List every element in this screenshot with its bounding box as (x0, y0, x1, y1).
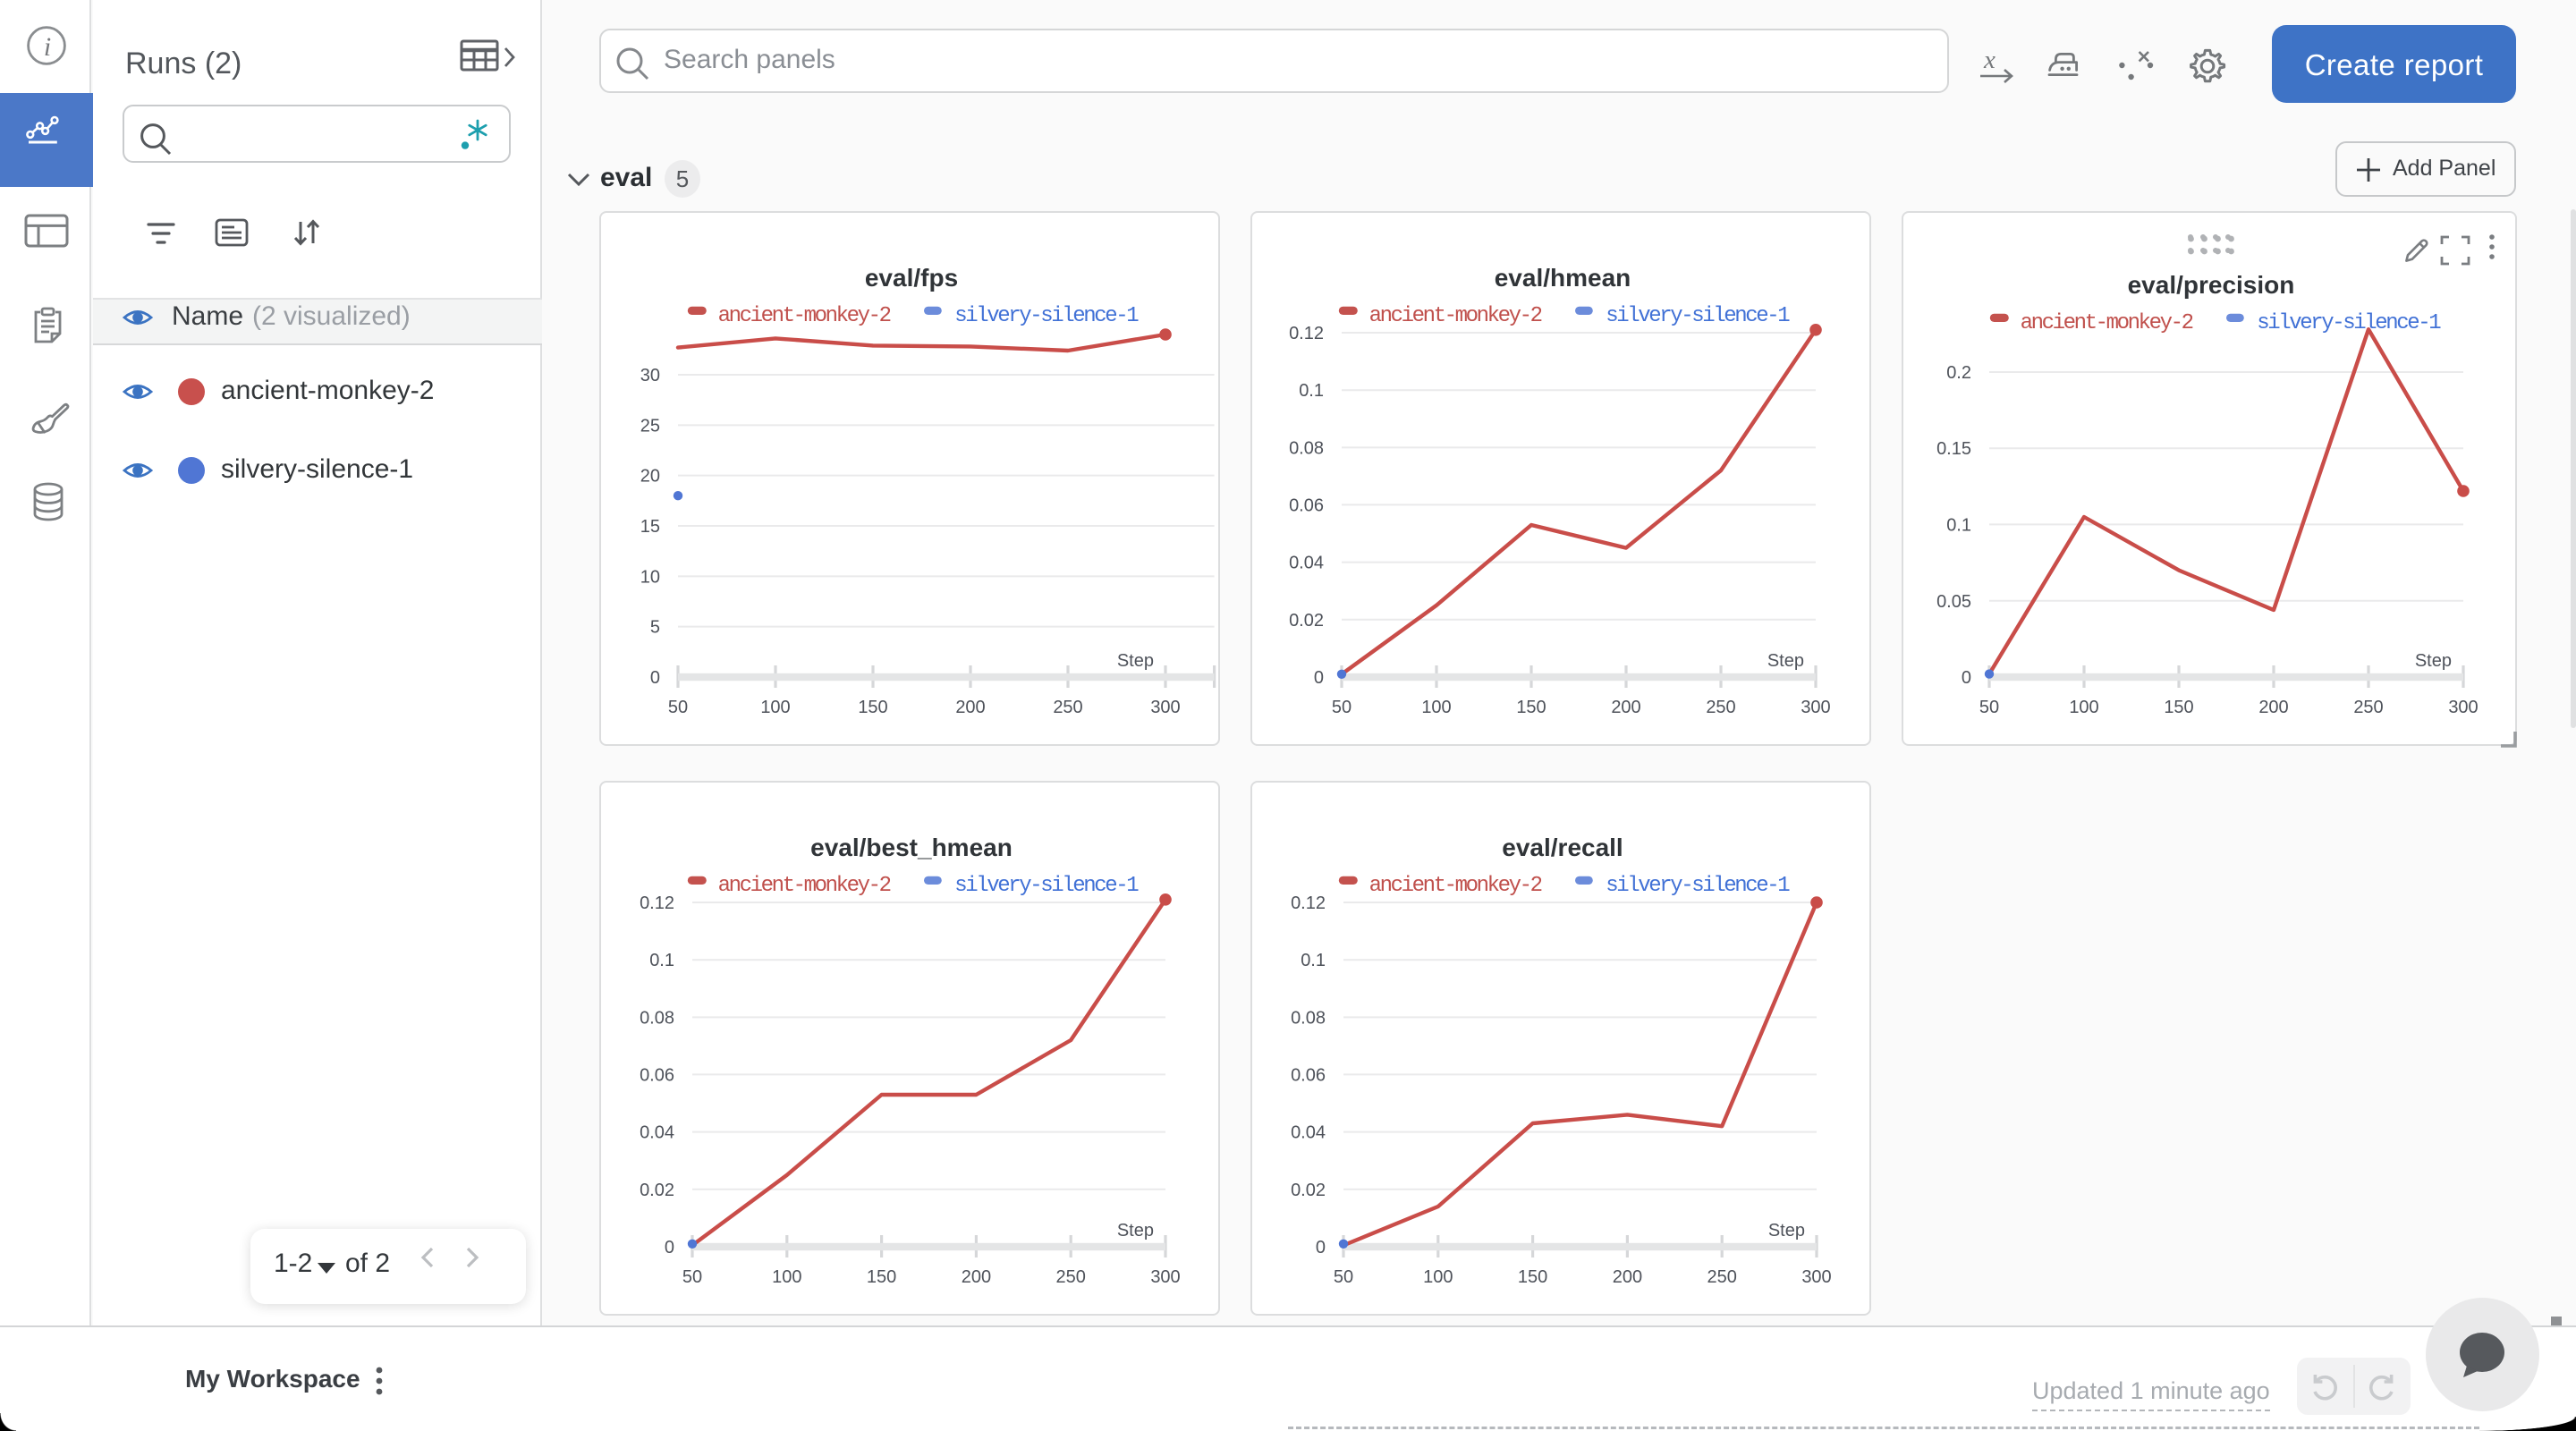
svg-text:0.1: 0.1 (1301, 951, 1326, 970)
svg-text:0.04: 0.04 (1289, 554, 1324, 573)
svg-text:150: 150 (858, 698, 887, 717)
svg-text:200: 200 (962, 1267, 991, 1287)
svg-text:30: 30 (640, 366, 660, 385)
svg-text:150: 150 (867, 1267, 896, 1287)
svg-text:eval/recall: eval/recall (1502, 834, 1623, 861)
svg-text:Step: Step (1117, 651, 1154, 671)
svg-text:0.1: 0.1 (649, 951, 674, 970)
svg-text:ancient-monkey-2: ancient-monkey-2 (2021, 311, 2193, 335)
svg-text:0.12: 0.12 (1289, 324, 1324, 343)
svg-text:250: 250 (1706, 698, 1735, 717)
svg-text:5: 5 (650, 618, 660, 638)
svg-text:100: 100 (2069, 698, 2098, 717)
svg-text:150: 150 (1516, 698, 1546, 717)
svg-text:eval/fps: eval/fps (865, 264, 958, 292)
svg-text:ancient-monkey-2: ancient-monkey-2 (1369, 874, 1542, 898)
svg-text:200: 200 (1613, 1267, 1642, 1287)
svg-text:0.08: 0.08 (640, 1008, 674, 1028)
svg-text:250: 250 (1053, 698, 1082, 717)
svg-text:0: 0 (650, 668, 660, 688)
svg-text:20: 20 (640, 467, 660, 487)
svg-text:10: 10 (640, 567, 660, 587)
svg-text:0: 0 (1962, 668, 1971, 688)
svg-text:0.04: 0.04 (640, 1123, 674, 1143)
svg-text:silvery-silence-1: silvery-silence-1 (2257, 311, 2441, 335)
svg-text:silvery-silence-1: silvery-silence-1 (954, 304, 1139, 328)
svg-text:250: 250 (1056, 1267, 1086, 1287)
svg-text:eval/precision: eval/precision (2128, 271, 2295, 299)
svg-text:0.1: 0.1 (1299, 381, 1324, 401)
svg-text:50: 50 (1979, 698, 1999, 717)
svg-text:0.08: 0.08 (1291, 1008, 1326, 1028)
svg-text:0: 0 (1314, 668, 1324, 688)
svg-text:0.02: 0.02 (1289, 611, 1324, 631)
svg-text:Step: Step (1768, 1221, 1805, 1240)
svg-text:150: 150 (2164, 698, 2193, 717)
svg-text:250: 250 (1707, 1267, 1737, 1287)
svg-text:25: 25 (640, 416, 660, 436)
svg-text:silvery-silence-1: silvery-silence-1 (1606, 874, 1790, 898)
svg-text:0.08: 0.08 (1289, 438, 1324, 458)
svg-text:100: 100 (1423, 1267, 1453, 1287)
svg-text:0: 0 (1316, 1238, 1326, 1257)
svg-text:0.02: 0.02 (640, 1181, 674, 1200)
svg-text:200: 200 (955, 698, 985, 717)
svg-text:0.04: 0.04 (1291, 1123, 1326, 1143)
svg-text:0.2: 0.2 (1946, 363, 1971, 383)
svg-text:silvery-silence-1: silvery-silence-1 (954, 874, 1139, 898)
svg-text:i: i (44, 32, 51, 62)
svg-text:0.06: 0.06 (640, 1065, 674, 1085)
svg-text:Step: Step (1117, 1221, 1154, 1240)
svg-text:300: 300 (1801, 698, 1830, 717)
svg-text:0.1: 0.1 (1946, 516, 1971, 536)
svg-text:15: 15 (640, 517, 660, 537)
svg-text:ancient-monkey-2: ancient-monkey-2 (1369, 304, 1542, 328)
svg-text:Step: Step (1767, 651, 1804, 671)
svg-text:0: 0 (665, 1238, 674, 1257)
svg-text:x: x (1983, 47, 1996, 74)
svg-text:0.06: 0.06 (1291, 1065, 1326, 1085)
svg-text:0.06: 0.06 (1289, 495, 1324, 515)
svg-text:silvery-silence-1: silvery-silence-1 (1606, 304, 1790, 328)
svg-text:0.02: 0.02 (1291, 1181, 1326, 1200)
svg-text:250: 250 (2353, 698, 2383, 717)
svg-text:300: 300 (1150, 698, 1180, 717)
svg-text:150: 150 (1518, 1267, 1547, 1287)
svg-text:ancient-monkey-2: ancient-monkey-2 (718, 304, 891, 328)
svg-text:0.12: 0.12 (640, 893, 674, 913)
svg-text:50: 50 (1334, 1267, 1353, 1287)
svg-text:200: 200 (2258, 698, 2288, 717)
svg-text:eval/best_hmean: eval/best_hmean (810, 834, 1013, 861)
svg-text:300: 300 (2448, 698, 2478, 717)
svg-text:ancient-monkey-2: ancient-monkey-2 (718, 874, 891, 898)
svg-text:0.15: 0.15 (1936, 439, 1971, 459)
svg-text:50: 50 (1332, 698, 1352, 717)
svg-text:50: 50 (668, 698, 688, 717)
svg-text:300: 300 (1150, 1267, 1180, 1287)
svg-text:100: 100 (1421, 698, 1451, 717)
svg-text:eval/hmean: eval/hmean (1495, 264, 1631, 292)
svg-text:200: 200 (1611, 698, 1640, 717)
svg-text:100: 100 (772, 1267, 801, 1287)
svg-text:50: 50 (682, 1267, 702, 1287)
svg-text:0.12: 0.12 (1291, 893, 1326, 913)
svg-text:300: 300 (1801, 1267, 1831, 1287)
svg-text:Step: Step (2415, 651, 2452, 671)
svg-text:0.05: 0.05 (1936, 592, 1971, 612)
svg-text:100: 100 (760, 698, 790, 717)
